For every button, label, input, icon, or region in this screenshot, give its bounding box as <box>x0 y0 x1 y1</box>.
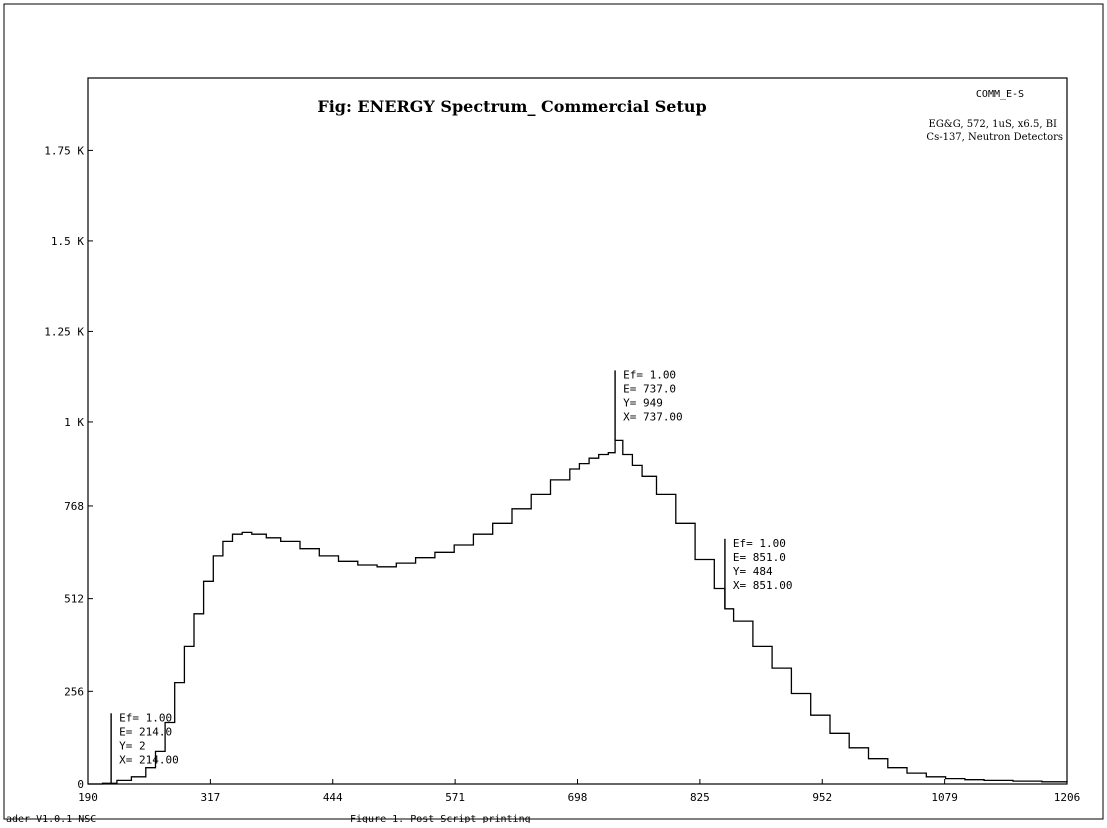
x-tick-label: 1079 <box>931 791 958 804</box>
series-group <box>88 439 1068 785</box>
peak-marker-readout: E= 737.0 <box>623 382 676 395</box>
page-border <box>3 3 1104 820</box>
y-tick-label: 1.75 K <box>44 144 84 157</box>
x-tick-label: 698 <box>568 791 588 804</box>
y-tick-label: 256 <box>64 685 84 698</box>
y-axis: 0 256 512 768 1 K 1.25 K 1.5 K 1.75 K <box>44 144 93 791</box>
x-tick-label: 444 <box>323 791 343 804</box>
setup-note-line-1: EG&G, 572, 1uS, x6.5, BI <box>929 119 1058 130</box>
peak-marker-readout: Ef= 1.00 <box>733 537 786 550</box>
x-tick-label: 1206 <box>1054 791 1081 804</box>
y-tick-label: 1.5 K <box>51 235 84 248</box>
setup-note-line-2: Cs-137, Neutron Detectors <box>926 132 1063 143</box>
y-tick-label: 768 <box>64 500 84 513</box>
x-tick-label: 190 <box>78 791 98 804</box>
peak-marker-readout: E= 851.0 <box>733 551 786 564</box>
footer-caption: Figure 1. Post Script printing <box>350 814 531 823</box>
chart-title: Fig: ENERGY Spectrum_ Commercial Setup <box>317 97 706 116</box>
x-axis: 190 317 444 571 698 825 952 1079 1206 <box>78 779 1080 804</box>
x-tick-label: 317 <box>200 791 220 804</box>
x-tick-label: 952 <box>812 791 832 804</box>
peak-marker-readout: X= 851.00 <box>733 579 793 592</box>
peak-marker-readout: X= 737.00 <box>623 410 683 423</box>
peak-marker-readout: Y= 484 <box>733 565 773 578</box>
y-tick-label: 1 K <box>64 416 84 429</box>
peak-marker-readout: Y= 2 <box>119 739 145 752</box>
chart-tag: COMM_E-S <box>976 89 1024 100</box>
peak-marker-readout: Y= 949 <box>623 396 663 409</box>
y-tick-label: 1.25 K <box>44 325 84 338</box>
x-tick-label: 571 <box>445 791 465 804</box>
peak-marker-readout: Ef= 1.00 <box>623 368 676 381</box>
peak-marker-readout: Ef= 1.00 <box>119 711 172 724</box>
y-tick-label: 0 <box>77 778 84 791</box>
spectrum-series-line <box>88 439 1068 785</box>
x-tick-label: 825 <box>690 791 710 804</box>
peak-marker-readout: E= 214.0 <box>119 725 172 738</box>
y-tick-label: 512 <box>64 593 84 606</box>
plot-area-border <box>87 77 1068 785</box>
footer-left-text: ader V1.0.1 NSC <box>6 814 96 823</box>
peak-marker-readout: X= 214.00 <box>119 753 179 766</box>
